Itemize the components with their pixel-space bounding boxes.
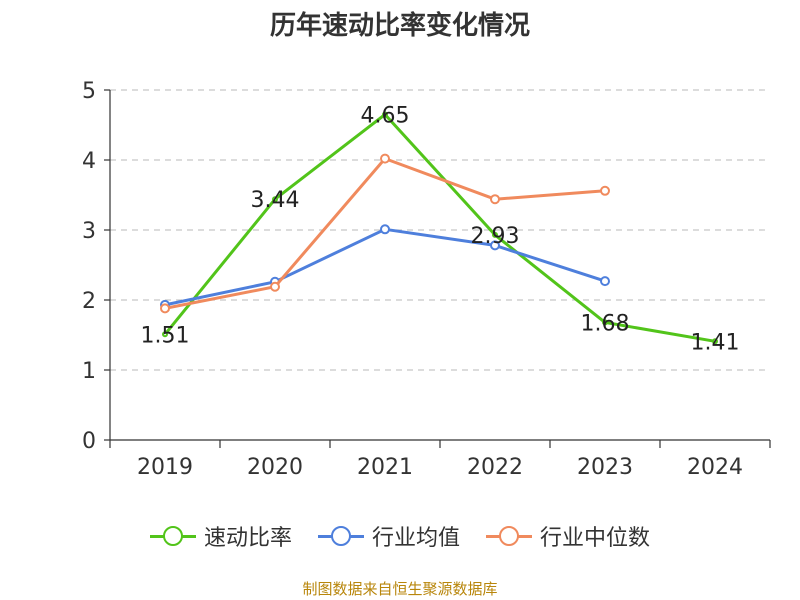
y-tick-label: 1 (82, 359, 96, 384)
series-line-0 (163, 113, 716, 343)
x-tick-label: 2023 (577, 455, 633, 480)
x-tick-label: 2024 (687, 455, 743, 480)
axes: 0 1 2 3 4 5 2019 2020 2021 2022 2023 2024 (82, 79, 771, 480)
legend-label: 行业中位数 (540, 526, 651, 551)
data-point (490, 240, 500, 251)
legend-marker-icon (149, 525, 196, 546)
y-tick-label: 4 (82, 149, 96, 174)
gridlines (110, 89, 770, 371)
y-tick-label: 3 (82, 219, 96, 244)
data-point (380, 153, 390, 164)
legend-item-1[interactable]: 行业均值 (317, 520, 460, 552)
circle-icon (162, 525, 183, 546)
data-point (272, 196, 278, 203)
y-tick-label: 2 (82, 289, 96, 314)
y-tick-label: 0 (82, 429, 96, 454)
data-point (600, 276, 610, 287)
data-label: 3.44 (251, 188, 300, 213)
data-label: 1.68 (581, 311, 630, 336)
data-point (490, 194, 500, 205)
series-line-1 (164, 227, 606, 307)
source-note: 制图数据来自恒生聚源数据库 (302, 580, 498, 598)
x-tick-label: 2022 (467, 455, 523, 480)
legend-item-2[interactable]: 行业中位数 (486, 520, 650, 552)
data-label: 4.65 (361, 104, 410, 129)
chart-title: 历年速动比率变化情况 (269, 11, 530, 41)
legend-marker-icon (486, 525, 532, 546)
data-label: 1.41 (691, 330, 740, 355)
data-point (162, 331, 168, 338)
data-labels: 1.51 3.44 4.65 2.93 1.68 1.41 (141, 104, 740, 356)
x-tick-label: 2021 (357, 455, 413, 480)
legend-label: 速动比率 (203, 526, 292, 551)
data-point (602, 319, 608, 326)
legend-marker-icon (317, 525, 364, 546)
x-tick-label: 2019 (137, 455, 193, 480)
data-point (160, 303, 170, 314)
x-tick-label: 2020 (247, 455, 303, 480)
data-label: 2.93 (471, 224, 520, 249)
circle-icon (499, 525, 519, 546)
legend: 速动比率 行业均值 行业中位数 (0, 520, 800, 552)
y-tick-label: 5 (82, 79, 96, 104)
data-point (600, 185, 610, 196)
data-point (382, 111, 388, 118)
data-label: 1.51 (141, 323, 190, 348)
data-point (380, 224, 390, 235)
data-point (270, 281, 280, 292)
data-point (712, 338, 718, 345)
data-point (492, 231, 498, 238)
series-group (160, 111, 718, 345)
legend-label: 行业均值 (371, 526, 460, 551)
circle-icon (330, 525, 351, 546)
legend-item-0[interactable]: 速动比率 (149, 520, 292, 552)
